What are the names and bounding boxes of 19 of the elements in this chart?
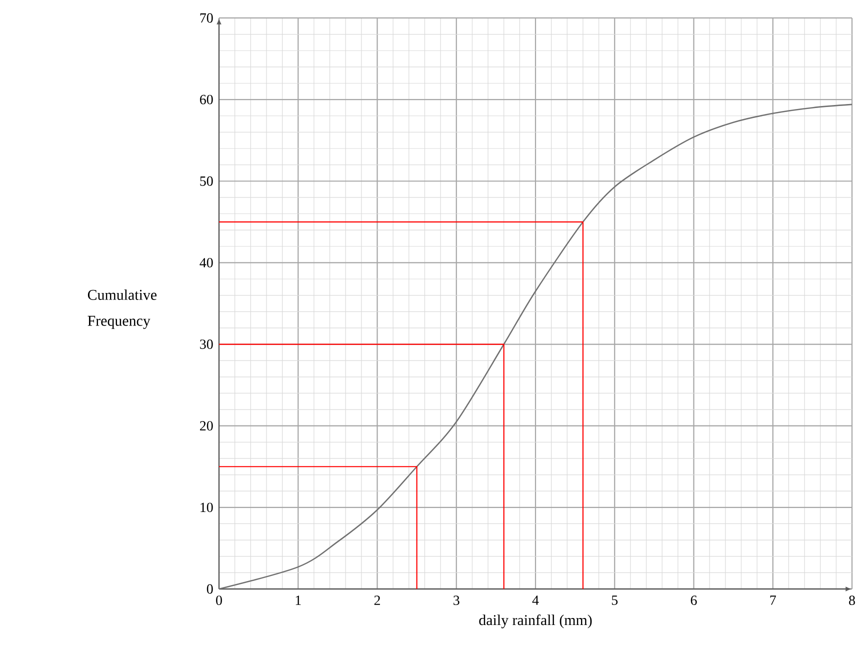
x-axis-title: daily rainfall (mm) xyxy=(479,614,592,628)
y-tick-label: 20 xyxy=(200,421,213,431)
x-tick-label: 3 xyxy=(454,596,460,606)
y-tick-label: 40 xyxy=(200,258,213,268)
x-tick-label: 1 xyxy=(296,596,301,605)
y-tick-label: 50 xyxy=(200,176,213,186)
x-tick-label: 0 xyxy=(216,596,222,606)
y-tick-label: 70 xyxy=(200,13,213,23)
x-tick-label: 5 xyxy=(612,596,618,605)
x-tick-label: 6 xyxy=(690,596,697,606)
x-tick-label: 2 xyxy=(374,596,380,605)
y-tick-label: 10 xyxy=(200,502,213,512)
y-tick-label: 60 xyxy=(200,94,213,104)
y-tick-label: 30 xyxy=(200,340,213,349)
x-tick-label: 7 xyxy=(770,596,776,605)
y-axis-title: Cumulative Frequency xyxy=(88,289,157,329)
x-tick-label: 8 xyxy=(849,596,855,606)
y-tick-label: 0 xyxy=(206,584,213,594)
x-tick-label: 4 xyxy=(532,596,539,605)
